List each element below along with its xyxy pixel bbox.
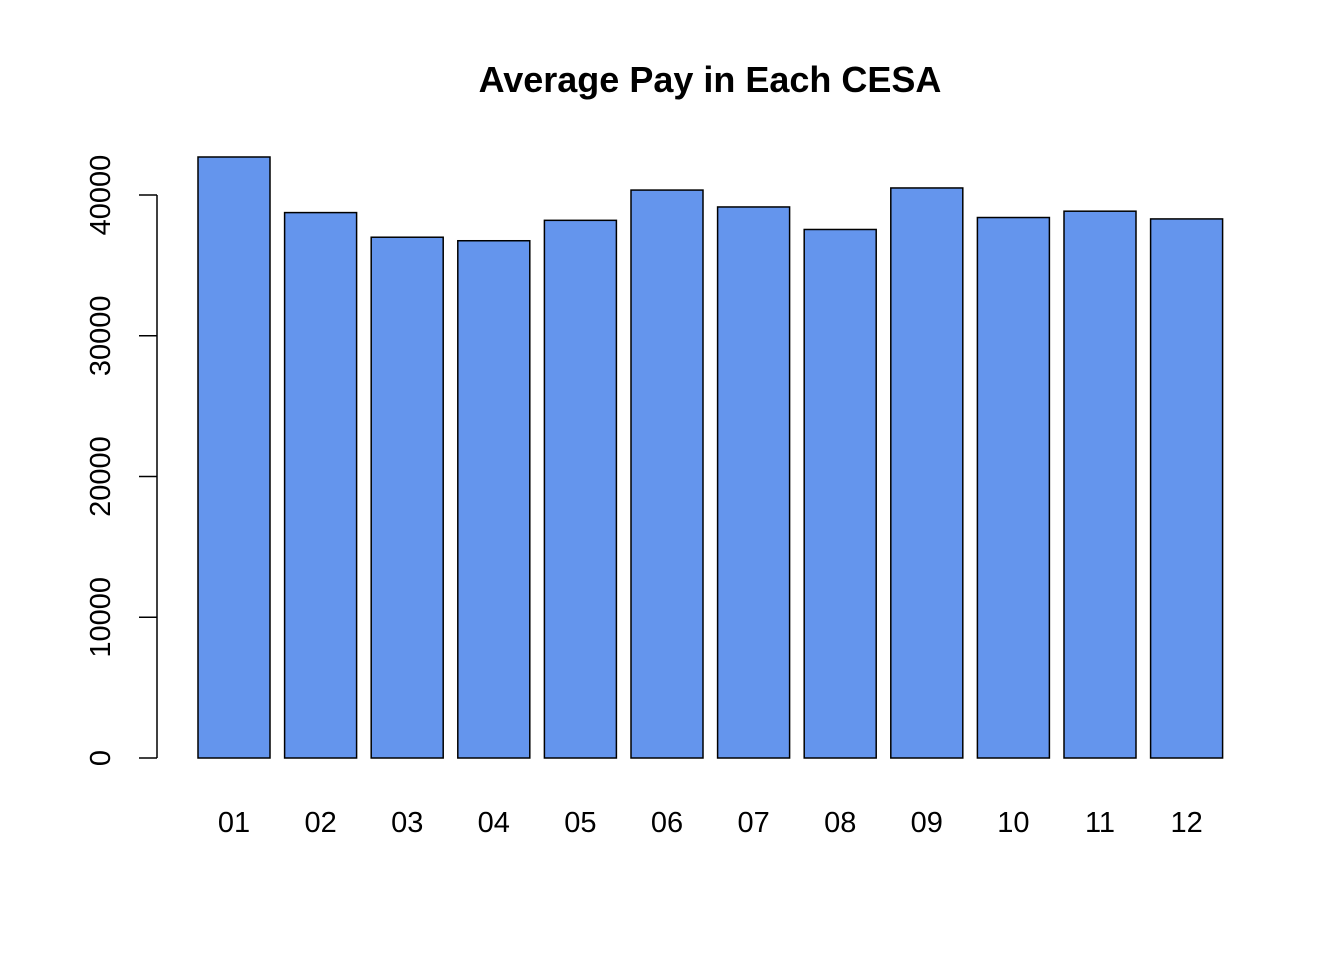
x-tick-label: 11 xyxy=(1085,807,1115,839)
x-axis-labels: 01 02 03 04 05 06 07 08 09 10 11 12 xyxy=(218,807,1203,839)
x-tick-label: 06 xyxy=(651,807,683,839)
bar-08 xyxy=(803,228,877,759)
bar-03 xyxy=(370,236,444,759)
y-axis: 0 10000 20000 30000 40000 xyxy=(85,155,158,766)
bar-07 xyxy=(716,206,791,759)
bar-11 xyxy=(1063,210,1137,759)
x-tick-label: 12 xyxy=(1170,807,1202,839)
x-tick-label: 07 xyxy=(737,807,769,839)
bars-group xyxy=(197,156,1224,759)
x-tick-label: 01 xyxy=(218,807,250,839)
bar-12 xyxy=(1149,218,1224,759)
x-tick-label: 03 xyxy=(391,807,423,839)
y-tick-label: 30000 xyxy=(85,295,117,376)
bar-06 xyxy=(630,189,704,759)
bar-04 xyxy=(457,239,531,759)
y-tick-label: 10000 xyxy=(85,577,117,658)
bar-01 xyxy=(197,156,271,759)
x-tick-label: 08 xyxy=(824,807,856,839)
chart-title: Average Pay in Each CESA xyxy=(479,59,942,100)
y-tick-label: 40000 xyxy=(85,155,117,236)
x-tick-label: 02 xyxy=(304,807,336,839)
x-tick-label: 05 xyxy=(564,807,596,839)
x-tick-label: 10 xyxy=(997,807,1029,839)
bar-05 xyxy=(543,219,618,759)
bar-10 xyxy=(976,216,1051,759)
bar-02 xyxy=(283,211,358,759)
y-tick-label: 20000 xyxy=(85,436,117,517)
bar-09 xyxy=(890,187,964,759)
x-tick-label: 09 xyxy=(911,807,943,839)
x-tick-label: 04 xyxy=(478,807,510,839)
y-tick-label: 0 xyxy=(85,750,117,766)
